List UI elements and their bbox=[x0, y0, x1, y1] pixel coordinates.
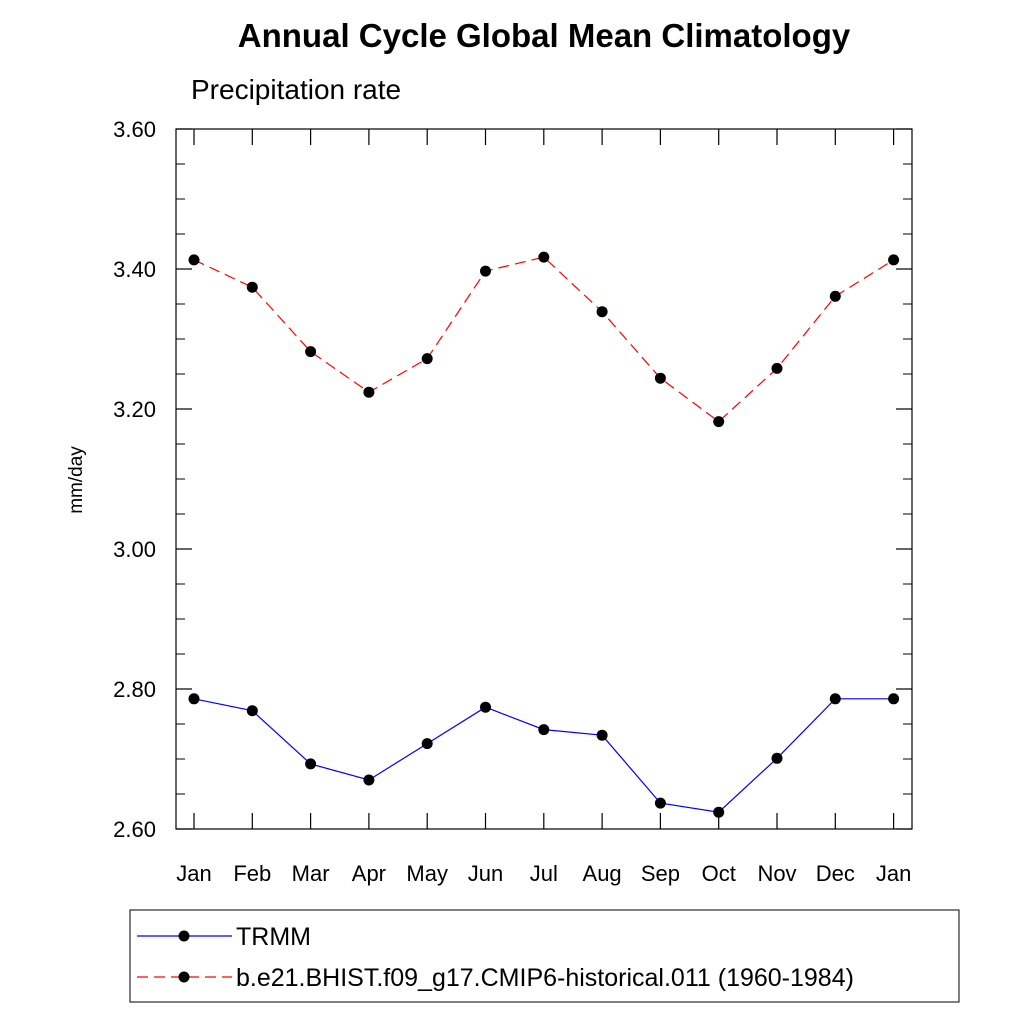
data-point-series-1 bbox=[421, 353, 433, 365]
y-tick-label: 2.60 bbox=[113, 817, 156, 842]
plot-frame bbox=[175, 128, 913, 830]
y-tick-label: 3.20 bbox=[113, 397, 156, 422]
chart-subtitle: Precipitation rate bbox=[191, 74, 401, 105]
legend-label-1: b.e21.BHIST.f09_g17.CMIP6-historical.011… bbox=[236, 964, 854, 992]
legend: TRMM b.e21.BHIST.f09_g17.CMIP6-historical… bbox=[137, 923, 854, 992]
series-layer bbox=[188, 251, 900, 818]
data-point-series-1 bbox=[771, 362, 783, 374]
data-point-series-1 bbox=[829, 290, 841, 302]
x-tick-label: Feb bbox=[233, 861, 271, 886]
data-point-series-1 bbox=[888, 254, 900, 266]
y-tick-label: 3.60 bbox=[113, 117, 156, 142]
legend-marker-1 bbox=[178, 971, 190, 983]
data-point-series-1 bbox=[538, 251, 550, 263]
data-point-series-0 bbox=[771, 752, 783, 764]
y-tick-label: 2.80 bbox=[113, 677, 156, 702]
data-point-series-0 bbox=[421, 738, 433, 750]
axis-ticks: 2.60 2.80 3.00 3.20 3.40 3.60 Jan Feb Mar Apr May J… bbox=[113, 117, 912, 886]
data-point-series-1 bbox=[305, 346, 317, 358]
data-point-series-0 bbox=[188, 693, 200, 705]
data-point-series-0 bbox=[246, 705, 258, 717]
legend-label-0: TRMM bbox=[236, 923, 311, 951]
data-point-series-0 bbox=[480, 701, 491, 713]
y-tick-label: 3.00 bbox=[113, 537, 156, 562]
y-axis-label: mm/day bbox=[66, 446, 87, 514]
x-tick-label: Jan bbox=[176, 861, 211, 886]
x-tick-label: Jul bbox=[530, 861, 558, 886]
data-point-series-1 bbox=[596, 306, 608, 318]
data-point-series-0 bbox=[713, 806, 725, 818]
x-tick-label: Nov bbox=[757, 861, 796, 886]
data-point-series-1 bbox=[713, 416, 725, 428]
data-point-series-1 bbox=[654, 372, 666, 384]
data-point-series-0 bbox=[305, 758, 317, 770]
x-tick-label: Mar bbox=[292, 861, 330, 886]
data-point-series-0 bbox=[654, 797, 666, 809]
x-tick-label: Apr bbox=[352, 861, 386, 886]
legend-box bbox=[129, 909, 960, 1003]
series-line-1 bbox=[193, 256, 894, 423]
chart-title: Annual Cycle Global Mean Climatology bbox=[238, 17, 851, 54]
y-tick-label: 3.40 bbox=[113, 257, 156, 282]
x-tick-label: Jan bbox=[876, 861, 911, 886]
data-point-series-0 bbox=[596, 729, 608, 741]
data-point-series-1 bbox=[480, 265, 491, 277]
data-point-series-1 bbox=[246, 281, 258, 293]
x-tick-label: Aug bbox=[583, 861, 622, 886]
data-point-series-0 bbox=[888, 693, 900, 705]
data-point-series-0 bbox=[829, 693, 841, 705]
x-tick-label: Dec bbox=[816, 861, 855, 886]
x-tick-label: Sep bbox=[641, 861, 680, 886]
x-tick-label: Jun bbox=[468, 861, 503, 886]
series-line-0 bbox=[193, 698, 894, 813]
data-point-series-1 bbox=[188, 254, 200, 266]
data-point-series-0 bbox=[538, 724, 550, 736]
data-point-series-1 bbox=[363, 386, 375, 398]
data-point-series-0 bbox=[363, 774, 375, 786]
x-tick-label: Oct bbox=[702, 861, 736, 886]
x-tick-label: May bbox=[406, 861, 448, 886]
legend-marker-0 bbox=[178, 930, 190, 942]
